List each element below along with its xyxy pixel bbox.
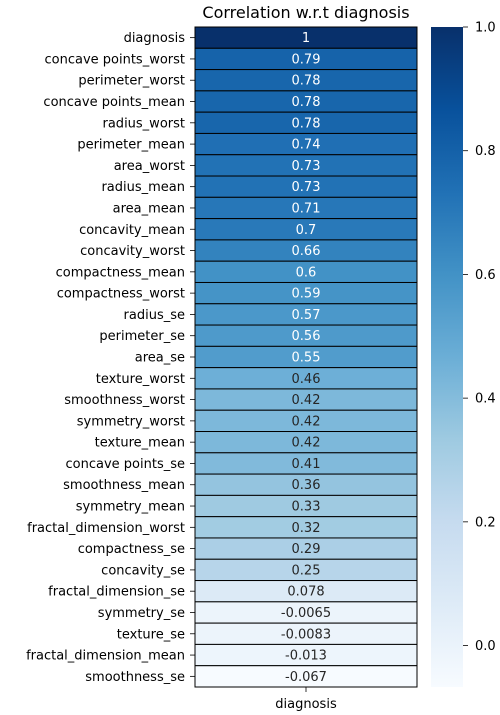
- y-tick-label: texture_mean: [95, 436, 185, 451]
- y-tick-label: radius_worst: [103, 116, 186, 131]
- cell-annotation: 0.42: [292, 414, 321, 429]
- row-tick-labels: diagnosis concave points_worst perimeter_w…: [26, 31, 195, 685]
- y-tick-label: smoothness_worst: [64, 393, 185, 408]
- y-tick-label: compactness_mean: [56, 265, 185, 280]
- cell-annotation: 0.078: [287, 585, 324, 600]
- y-tick-label: radius_mean: [101, 180, 185, 195]
- cell-annotation: 0.36: [292, 478, 321, 493]
- cell-annotation: 0.6: [296, 265, 317, 280]
- y-tick-label: concave points_mean: [43, 95, 185, 110]
- cell-annotation: 0.78: [292, 74, 321, 89]
- y-tick-label: fractal_dimension_se: [48, 585, 185, 600]
- y-tick-label: symmetry_se: [98, 606, 185, 621]
- cell-annotation: 0.32: [292, 521, 321, 536]
- cell-annotation: 0.66: [292, 244, 321, 259]
- cell-annotation: 1: [302, 31, 310, 46]
- y-tick-label: concavity_se: [101, 563, 185, 578]
- colorbar-tick-label: 1.0: [475, 21, 496, 36]
- colorbar-tick-label: 0.6: [475, 268, 496, 283]
- cell-annotation: 0.42: [292, 393, 321, 408]
- cell-annotation: -0.0065: [281, 606, 331, 621]
- cell-annotation: 0.7: [296, 223, 317, 238]
- y-tick-label: diagnosis: [124, 31, 186, 46]
- cell-annotation: 0.29: [292, 542, 321, 557]
- cell-annotation: 0.78: [292, 116, 321, 131]
- y-tick-label: concavity_worst: [80, 244, 185, 259]
- cell-annotation: 0.33: [292, 500, 321, 515]
- cell-annotation: -0.0083: [281, 627, 331, 642]
- colorbar-tick-label: 0.8: [475, 144, 496, 159]
- colorbar-tick-label: 0.0: [475, 639, 496, 654]
- y-tick-label: texture_worst: [96, 372, 185, 387]
- colorbar-tick-label: 0.2: [475, 515, 496, 530]
- y-tick-label: fractal_dimension_mean: [26, 649, 185, 664]
- y-tick-label: texture_se: [117, 627, 185, 642]
- cell-annotation: 0.73: [292, 159, 321, 174]
- colorbar-tick-label: 0.4: [475, 392, 496, 407]
- cell-annotation: 0.79: [292, 52, 321, 67]
- cell-annotation: 0.57: [292, 308, 321, 323]
- y-tick-label: compactness_worst: [57, 287, 185, 302]
- y-tick-label: perimeter_worst: [78, 74, 185, 89]
- cell-annotation: 0.71: [292, 201, 321, 216]
- cell-annotation: 0.46: [292, 372, 321, 387]
- y-tick-label: area_se: [135, 351, 185, 366]
- y-tick-label: smoothness_se: [85, 670, 185, 685]
- y-tick-label: concave points_worst: [44, 52, 185, 67]
- cell-annotation: 0.73: [292, 180, 321, 195]
- y-tick-label: concave points_se: [66, 457, 185, 472]
- y-tick-label: compactness_se: [78, 542, 185, 557]
- y-tick-label: symmetry_worst: [77, 414, 185, 429]
- cell-annotation: 0.55: [292, 351, 321, 366]
- y-tick-label: perimeter_mean: [77, 138, 185, 153]
- cell-annotation: 0.42: [292, 436, 321, 451]
- y-tick-label: perimeter_se: [99, 329, 185, 344]
- cell-annotation: 0.56: [292, 329, 321, 344]
- chart-title: Correlation w.r.t diagnosis: [202, 3, 409, 22]
- cell-annotation: 0.25: [292, 563, 321, 578]
- x-tick-label: diagnosis: [275, 697, 337, 712]
- colorbar-ticks: 0.0 0.2 0.4 0.6 0.8 1.0: [463, 21, 496, 654]
- cell-annotation: -0.067: [285, 670, 327, 685]
- colorbar: [431, 27, 463, 687]
- y-tick-label: fractal_dimension_worst: [27, 521, 185, 536]
- y-tick-label: area_mean: [113, 201, 185, 216]
- cell-annotation: -0.013: [285, 649, 327, 664]
- y-tick-label: concavity_mean: [79, 223, 185, 238]
- y-tick-label: radius_se: [124, 308, 185, 323]
- cell-annotation: 0.78: [292, 95, 321, 110]
- cell-annotation: 0.59: [292, 287, 321, 302]
- cell-annotation: 0.74: [292, 138, 321, 153]
- y-tick-label: smoothness_mean: [63, 478, 185, 493]
- cell-annotation: 0.41: [292, 457, 321, 472]
- heatmap-cells: 1 0.79 0.78 0.78 0.78 0.74 0.73 0.73 0.71 0.7 0.66…: [194, 26, 418, 688]
- y-tick-label: symmetry_mean: [76, 500, 185, 515]
- y-tick-label: area_worst: [114, 159, 185, 174]
